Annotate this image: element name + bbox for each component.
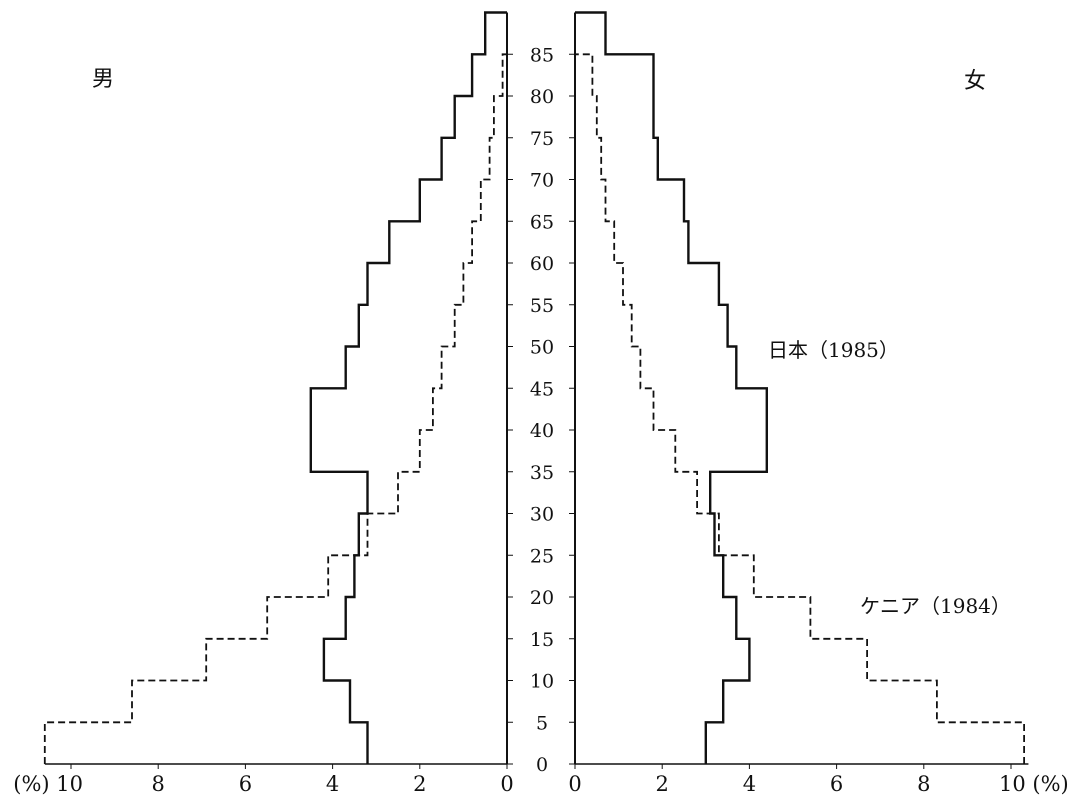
female-panel-label: 女 <box>964 69 987 94</box>
age-tick-label: 10 <box>530 671 554 693</box>
male-series-line-kenya <box>43 53 507 764</box>
female-x-tick-label: 2 <box>656 772 669 796</box>
male-panel-label: 男 <box>92 67 115 92</box>
female-series-line-japan <box>575 11 768 764</box>
age-tick-label: 15 <box>530 629 554 651</box>
age-tick-labels: 0 5 10 15 20 25 30 35 40 45 50 55 60 65 70 75 80 85 <box>507 44 575 776</box>
age-tick-label: 60 <box>530 253 554 275</box>
male-x-tick-label: 2 <box>413 772 426 796</box>
female-x-tick-label: 6 <box>830 772 843 796</box>
age-tick-label: 5 <box>536 712 548 734</box>
female-series-line-kenya <box>575 53 1025 764</box>
series-label-japan: 日本（1985） <box>768 338 899 362</box>
male-series-line-japan <box>309 11 507 764</box>
age-tick-label: 25 <box>530 545 554 567</box>
female-x-tick-label: 4 <box>743 772 756 796</box>
female-x-tick-label: 8 <box>917 772 930 796</box>
age-tick-label: 85 <box>530 44 554 66</box>
male-x-tick-label: 8 <box>152 772 165 796</box>
series-label-kenya: ケニア（1984） <box>860 594 1011 618</box>
age-tick-label: 70 <box>530 170 554 192</box>
male-x-tick-label: 0 <box>500 772 513 796</box>
age-tick-label: 0 <box>536 754 548 776</box>
male-x-tick-label: 6 <box>239 772 252 796</box>
age-tick-label: 65 <box>530 211 554 233</box>
age-tick-label: 75 <box>530 128 554 150</box>
age-tick-label: 50 <box>530 337 554 359</box>
series-lines <box>43 11 1025 764</box>
male-x-tick-label: 4 <box>326 772 339 796</box>
female-x-tick-label: 10 (%) <box>999 772 1069 796</box>
x-tick-labels: (%) 10 8 6 4 2 0 0 2 4 6 8 10 (%) <box>13 764 1069 796</box>
age-tick-label: 40 <box>530 420 554 442</box>
age-tick-label: 30 <box>530 504 554 526</box>
age-tick-label: 45 <box>530 378 554 400</box>
age-tick-label: 55 <box>530 295 554 317</box>
female-x-tick-label: 0 <box>568 772 581 796</box>
age-tick-label: 80 <box>530 86 554 108</box>
male-x-tick-label: (%) 10 <box>13 772 83 796</box>
age-tick-label: 35 <box>530 462 554 484</box>
age-tick-label: 20 <box>530 587 554 609</box>
